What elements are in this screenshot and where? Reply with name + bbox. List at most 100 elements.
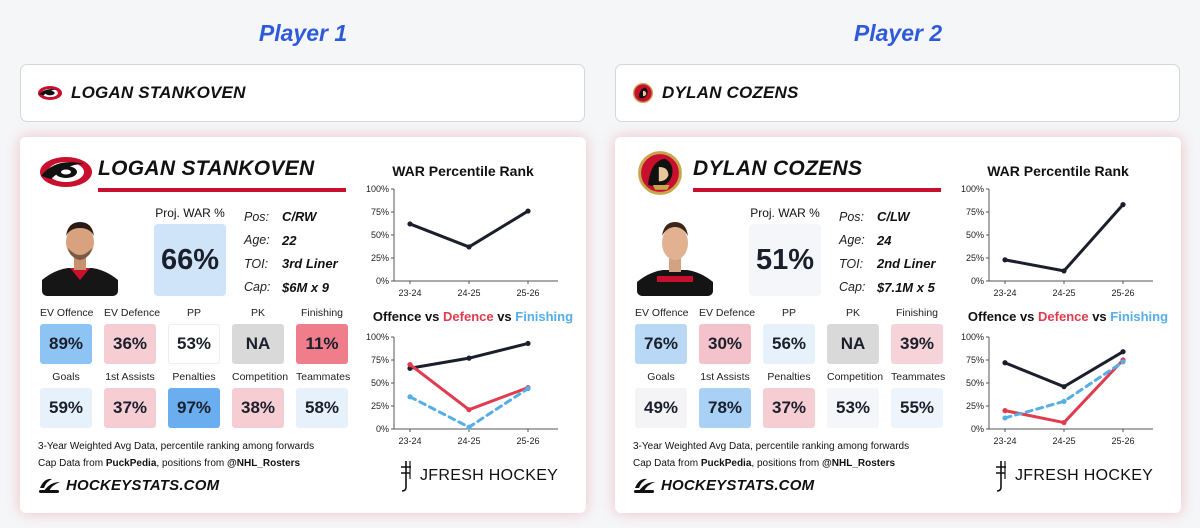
stat-value: 53% (827, 388, 879, 428)
stat-label: 1st Assists (105, 371, 155, 383)
stat-competition: Competition 38% (232, 371, 289, 428)
stat-label: Competition (232, 371, 289, 383)
stat-value: 36% (104, 324, 156, 364)
player-1-card: LOGAN STANKOVEN Proj. WAR % 66% Pos: C/RW… (20, 137, 586, 513)
stat-value: NA (827, 324, 879, 364)
stat-label: Finishing (300, 307, 344, 319)
y-tick-label: 75% (371, 355, 389, 365)
y-tick-label: 100% (961, 332, 984, 342)
player-2-name: DYLAN COZENS (693, 157, 863, 180)
point-offence (1061, 384, 1067, 390)
war-percentile-chart: 0% 25% 50% 75% 100% 23-24 24-25 25-26 (961, 184, 1153, 298)
note-source-rosters: @NHL_Rosters (227, 458, 301, 469)
stat-1st-assists: 1st Assists 78% (699, 371, 751, 428)
stat-pp: PP 53% (168, 307, 220, 364)
ovd-vs: vs (421, 309, 444, 324)
stat-label: Goals (52, 371, 80, 383)
player-1-search-box[interactable]: LOGAN STANKOVEN (20, 64, 585, 122)
stat-penalties: Penalties 37% (763, 371, 815, 428)
stat-value: NA (232, 324, 284, 364)
ovd-chart-title: Offence vs Defence vs Finishing (953, 309, 1181, 324)
player-headshot-icon (637, 210, 713, 296)
war-chart-title: WAR Percentile Rank (392, 163, 534, 179)
y-tick-label: 25% (966, 401, 984, 411)
y-tick-label: 0% (376, 276, 389, 286)
stat-pk: PK NA (827, 307, 879, 364)
stat-competition: Competition 53% (827, 371, 884, 428)
x-tick-label: 23-24 (398, 436, 421, 446)
stat-finishing: Finishing 39% (891, 307, 943, 364)
ovd-finishing: Finishing (1110, 309, 1169, 324)
note-prefix: Cap Data from (633, 458, 701, 469)
series-line-war (1003, 203, 1125, 273)
hockeystats-brand: HOCKEYSTATS.COM (38, 476, 219, 494)
point-war (1120, 202, 1126, 208)
note-line-1: 3-Year Weighted Avg Data, percentile ran… (633, 441, 910, 452)
ovd-vs: vs (493, 309, 516, 324)
x-tick-label: 23-24 (398, 288, 421, 298)
y-tick-label: 50% (966, 378, 984, 388)
stat-ev-offence: EV Offence 76% (635, 307, 689, 364)
point-offence (1002, 360, 1008, 366)
note-line-2: Cap Data from PuckPedia, positions from … (633, 458, 895, 469)
player-1-photo (42, 210, 118, 296)
info-row-age: Age: 22 (244, 229, 354, 253)
ovd-defence: Defence (1038, 309, 1089, 324)
x-tick-label: 24-25 (457, 288, 480, 298)
stat-value: 78% (699, 388, 751, 428)
ovd-vs: vs (1088, 309, 1111, 324)
stat-value: 56% (763, 324, 815, 364)
senators-logo-icon (632, 82, 654, 104)
point-finishing (1061, 398, 1067, 404)
info-value: $7.1M x 5 (877, 279, 935, 295)
info-value: 3rd Liner (282, 256, 338, 272)
player-headshot-icon (42, 210, 118, 296)
jfresh-brand: JFRESH HOCKEY (398, 459, 558, 493)
note-mid: , positions from (751, 458, 822, 469)
y-tick-label: 25% (966, 253, 984, 263)
hockeystats-logo-icon (39, 478, 60, 493)
name-underline (98, 188, 346, 192)
note-source-puckpedia: PuckPedia (700, 458, 752, 469)
y-tick-label: 25% (371, 401, 389, 411)
stat-label: EV Defence (699, 307, 756, 319)
point-finishing (1120, 359, 1126, 365)
info-row-cap: Cap: $7.1M x 5 (839, 276, 949, 300)
ovd-offence: Offence (372, 309, 422, 324)
point-finishing (1002, 415, 1008, 421)
point-defence (1002, 408, 1008, 414)
y-tick-label: 75% (966, 355, 984, 365)
stat-label: EV Offence (40, 307, 94, 319)
point-war (525, 208, 531, 214)
stat-teammates: Teammates 55% (891, 371, 945, 428)
point-defence (1061, 419, 1067, 426)
info-row-age: Age: 24 (839, 229, 949, 253)
y-tick-label: 100% (961, 184, 984, 194)
player-2-search-box[interactable]: DYLAN COZENS (615, 64, 1180, 122)
stat-label: Competition (827, 371, 884, 383)
stat-goals: Goals 59% (40, 371, 92, 428)
ovd-chart-title: Offence vs Defence vs Finishing (358, 309, 586, 324)
point-war (407, 221, 413, 227)
stat-label: PP (186, 307, 201, 319)
info-key: TOI: (244, 256, 269, 271)
series-line-defence (408, 363, 530, 412)
x-tick-label: 25-26 (1111, 288, 1134, 298)
ovd-finishing: Finishing (515, 309, 574, 324)
player-1-column: Player 1 LOGAN STANKOVEN LOGAN STANKOVEN (20, 0, 586, 528)
point-defence (407, 362, 413, 368)
info-key: TOI: (839, 256, 864, 271)
y-tick-label: 100% (366, 184, 389, 194)
ovd-chart: 0% 25% 50% 75% 100% 23-24 24-25 25-26 (366, 332, 558, 446)
note-line-1: 3-Year Weighted Avg Data, percentile ran… (38, 441, 315, 452)
jfresh-logo-icon (401, 461, 411, 492)
stat-value: 39% (891, 324, 943, 364)
ovd-defence: Defence (443, 309, 494, 324)
y-tick-label: 75% (966, 207, 984, 217)
x-tick-label: 23-24 (993, 288, 1016, 298)
point-finishing (466, 424, 472, 430)
player-2-card: DYLAN COZENS Proj. WAR % 51% Pos: C/LW Ag… (615, 137, 1181, 513)
info-row-toi: TOI: 3rd Liner (244, 252, 354, 276)
stat-value: 97% (168, 388, 220, 428)
jfresh-label: JFRESH HOCKEY (420, 467, 559, 484)
